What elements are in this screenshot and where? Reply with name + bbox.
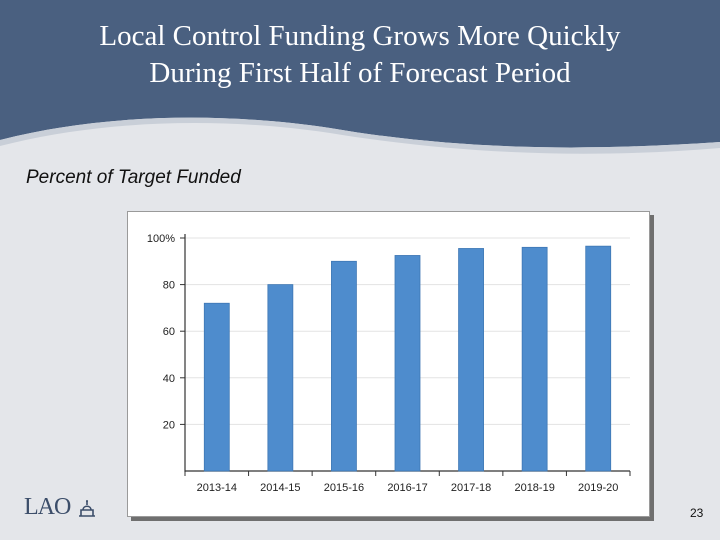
bar-2013-14 [203, 302, 230, 472]
bar-2019-20 [585, 245, 612, 472]
page-number: 23 [690, 506, 704, 520]
header-background [0, 0, 720, 148]
x-tick-label: 2016-17 [387, 482, 427, 494]
bar-2015-16 [331, 260, 357, 472]
chart-subtitle: Percent of Target Funded [26, 167, 241, 188]
slide-title-line1: Local Control Funding Grows More Quickly [99, 20, 621, 52]
bar-2016-17 [394, 255, 421, 472]
x-tick-label: 2015-16 [324, 482, 364, 494]
lao-logo-text: LAO [24, 494, 71, 520]
bar-chart: 20 40 60 80 100% 2013-14 2014-15 2015-16 2016-17… [147, 233, 631, 494]
chart-frame: 20 40 60 80 100% 2013-14 2014-15 2015-16 2016-17… [127, 211, 650, 517]
lao-logo: LAO [24, 494, 104, 522]
capitol-dome-icon [79, 500, 95, 517]
slide-title: Local Control Funding Grows More Quickly… [0, 18, 720, 92]
y-tick-label: 80 [163, 280, 175, 292]
y-tick-label: 40 [163, 373, 175, 385]
bar-2014-15 [267, 284, 294, 472]
x-tick-label: 2013-14 [197, 482, 237, 494]
y-tick-label: 100% [147, 233, 175, 245]
bar-2018-19 [521, 246, 548, 472]
x-tick-label: 2019-20 [578, 482, 618, 494]
bar-2017-18 [458, 248, 484, 472]
x-tick-label: 2018-19 [514, 482, 554, 494]
slide-title-line2: During First Half of Forecast Period [149, 57, 571, 89]
x-tick-label: 2017-18 [451, 482, 491, 494]
x-tick-label: 2014-15 [260, 482, 300, 494]
y-tick-label: 60 [163, 326, 175, 338]
slide-header: Local Control Funding Grows More Quickly… [0, 0, 720, 160]
header-swoosh [0, 117, 720, 154]
header-banner [0, 0, 720, 154]
y-tick-label: 20 [163, 419, 175, 431]
